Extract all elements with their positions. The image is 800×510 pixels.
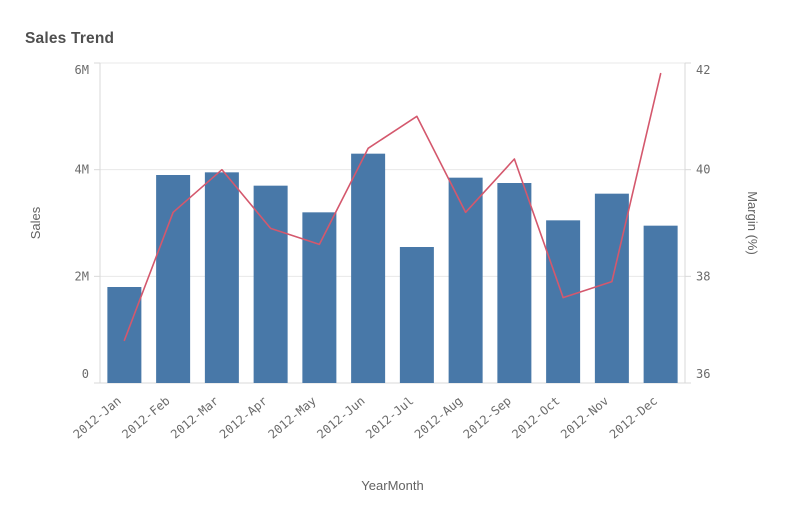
bar-2012-Aug[interactable] [448,177,483,383]
bar-2012-Nov[interactable] [594,193,629,383]
left-tick-label: 4M [75,163,89,177]
right-tick-label: 38 [696,269,710,283]
x-tick-label: 2012-May [266,394,319,442]
chart-title: Sales Trend [25,30,115,47]
bar-2012-Jul[interactable] [399,247,434,383]
x-tick-label: 2012-Jun [314,394,367,442]
x-tick-label: 2012-Nov [558,394,611,442]
x-tick-label: 2012-Feb [119,394,172,442]
x-tick-label: 2012-Aug [412,394,465,442]
bar-2012-Jun[interactable] [351,153,386,383]
bar-2012-Sep[interactable] [497,183,532,383]
left-axis-title: Sales [28,206,43,239]
bar-2012-Oct[interactable] [546,220,581,383]
x-tick-label: 2012-Oct [509,394,562,442]
bar-2012-Mar[interactable] [204,172,239,383]
right-tick-label: 42 [696,63,710,77]
x-tick-label: 2012-Apr [217,394,270,442]
left-tick-label: 6M [75,63,89,77]
margin-line[interactable] [123,72,662,342]
x-tick-label: 2012-Dec [607,394,660,442]
left-tick-label: 2M [75,269,89,283]
bar-2012-Feb[interactable] [156,175,191,383]
right-tick-label: 36 [696,367,710,381]
x-tick-label: 2012-Jul [363,394,416,442]
x-tick-label: 2012-Mar [168,394,221,442]
right-tick-label: 40 [696,163,710,177]
x-tick-label: 2012-Sep [461,394,514,442]
bar-2012-Dec[interactable] [643,225,678,383]
bar-2012-May[interactable] [302,212,337,383]
x-tick-label: 2012-Jan [71,394,124,442]
bar-2012-Jan[interactable] [107,287,142,383]
right-axis-title: Margin (%) [745,191,760,255]
left-tick-label: 0 [82,367,89,381]
bar-2012-Apr[interactable] [253,185,288,383]
x-axis-title: YearMonth [361,478,423,493]
